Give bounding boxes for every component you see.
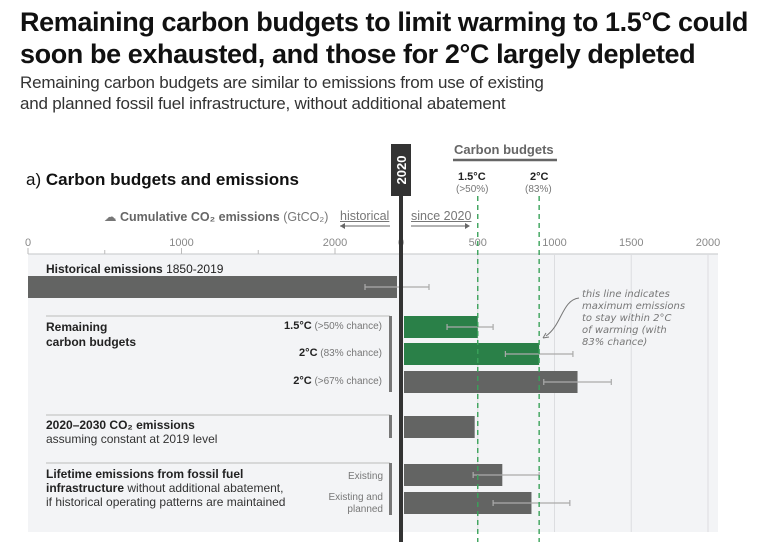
bar-0 [28, 276, 397, 298]
tick-label-since: 2000 [696, 237, 720, 249]
panel-title-text: Carbon budgets and emissions [45, 170, 300, 189]
subtitle-line-1: Remaining carbon budgets are similar to … [20, 73, 544, 92]
row-label-2-83: 2°C (83% chance) [299, 347, 382, 359]
budget-line-label-2: 2°C [530, 171, 549, 183]
annotation-line-2: maximum emissions [582, 301, 686, 312]
arrow-left-icon [340, 223, 345, 229]
carbon-budgets-header: Carbon budgets [454, 142, 554, 157]
row-label-existing: Existing [347, 471, 383, 482]
cloud-icon: ☁ [104, 210, 117, 224]
row-label-15: 1.5°C (>50% chance) [284, 320, 382, 332]
annotation-2c-line: this line indicates maximum emissions to… [582, 289, 702, 349]
plot-background [28, 254, 718, 532]
page-title: Remaining carbon budgets to limit warmin… [20, 6, 777, 70]
remaining-budgets-label: Remaining carbon budgets [46, 320, 136, 350]
row-label-existing-planned: Existing and planned [329, 492, 383, 516]
lifetime-line-1: Lifetime emissions from fossil fuel [46, 467, 244, 481]
panel-prefix: a) [26, 170, 42, 189]
bar-1 [404, 316, 478, 338]
remaining-line-2: carbon budgets [46, 335, 137, 349]
year-2020-label: 2020 [394, 156, 409, 185]
row-label-2-67: 2°C (>67% chance) [293, 375, 382, 387]
lifetime-emissions-label: Lifetime emissions from fossil fuel infr… [46, 467, 285, 509]
tick-label-historical: 0 [25, 237, 31, 249]
axis-label: ☁ Cumulative CO₂ emissions (GtCO₂) [104, 209, 328, 224]
row-label-existing-planned-2: planned [347, 504, 383, 515]
historical-years: 1850-2019 [166, 262, 224, 276]
row-label-15-rest: (>50% chance) [311, 321, 382, 332]
row-label-existing-planned-1: Existing and [328, 492, 383, 503]
row-label-15-bold: 1.5°C [284, 320, 312, 332]
bar-4 [404, 416, 475, 438]
bar-6 [404, 492, 532, 514]
group-bracket [389, 463, 392, 515]
emissions-2020-2030-label: 2020–2030 CO₂ emissions assuming constan… [46, 418, 217, 446]
row-label-2-83-bold: 2°C [299, 347, 318, 359]
annotation-line-3: to stay within 2°C [582, 313, 672, 324]
emissions-title: 2020–2030 CO₂ emissions [46, 418, 195, 432]
tick-label-since: 1000 [542, 237, 566, 249]
annotation-arrowhead-icon [542, 332, 550, 339]
tick-label-historical: 1000 [169, 237, 193, 249]
annotation-line-4: of warming (with [582, 325, 667, 336]
axis-label-unit: (GtCO₂) [283, 210, 329, 224]
annotation-line-1: this line indicates [582, 289, 670, 300]
since-2020-label: since 2020 [411, 209, 472, 223]
subtitle-line-2: and planned fossil fuel infrastructure, … [20, 94, 506, 113]
budget-line-sub-2: (83%) [525, 184, 552, 195]
bar-2 [404, 343, 540, 365]
row-label-2-83-rest: (83% chance) [317, 348, 382, 359]
arrow-right-icon [465, 223, 470, 229]
axis-label-main: Cumulative CO₂ emissions [119, 210, 280, 224]
row-label-2-67-rest: (>67% chance) [311, 376, 382, 387]
annotation-line-5: 83% chance) [582, 337, 648, 348]
budget-line-label-15: 1.5°C [458, 171, 486, 183]
group-bracket [389, 316, 392, 392]
title-text: Remaining carbon budgets to limit warmin… [20, 7, 748, 69]
panel-title: a) Carbon budgets and emissions [26, 170, 299, 190]
emissions-sub: assuming constant at 2019 level [46, 432, 218, 446]
lifetime-rest-2: without additional abatement, [124, 481, 284, 495]
historical-group-label: Historical emissions 1850-2019 [46, 262, 223, 276]
budget-line-sub-15: (>50%) [456, 184, 489, 195]
page-subtitle: Remaining carbon budgets are similar to … [20, 72, 760, 114]
tick-label-since: 1500 [619, 237, 643, 249]
remaining-line-1: Remaining [46, 320, 108, 334]
historical-label: historical [340, 209, 390, 223]
tick-label-historical: 2000 [323, 237, 347, 249]
row-label-2-67-bold: 2°C [293, 375, 312, 387]
year-2020-marker-box [391, 144, 411, 196]
annotation-arrow [545, 297, 580, 337]
historical-bold: Historical emissions [46, 262, 163, 276]
bar-3 [404, 371, 578, 393]
group-bracket [389, 415, 392, 438]
lifetime-bold-2: infrastructure [46, 481, 125, 495]
lifetime-line-3: if historical operating patterns are mai… [46, 495, 286, 509]
